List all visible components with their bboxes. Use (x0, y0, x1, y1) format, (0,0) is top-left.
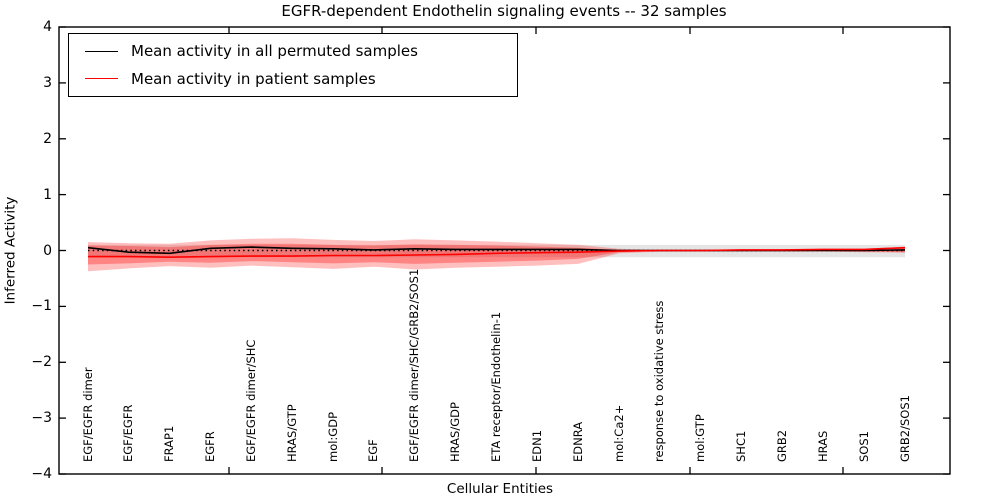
x-tick-label: HRAS/GDP (448, 402, 463, 462)
x-tick-label: ETA receptor/Endothelin-1 (489, 311, 503, 462)
y-tick-label: −1 (31, 298, 52, 315)
legend-entry-permuted: Mean activity in all permuted samples (69, 39, 517, 63)
chart-title: EGFR-dependent Endothelin signaling even… (281, 2, 727, 20)
y-tick-label: 2 (43, 130, 52, 147)
x-tick-label: EGFR (203, 431, 218, 462)
y-tick-label: −2 (31, 354, 52, 371)
x-tick-label: mol:GDP (325, 411, 340, 462)
x-tick-label: SOS1 (856, 431, 871, 462)
x-tick-label: EGF/EGFR dimer (80, 367, 95, 462)
legend-entry-patient: Mean activity in patient samples (69, 67, 517, 91)
legend-label: Mean activity in patient samples (131, 69, 376, 88)
x-tick-label: EDNRA (570, 421, 585, 462)
x-tick-label: mol:GTP (693, 414, 708, 462)
x-tick-label: FRAP1 (162, 425, 177, 462)
y-tick-label: 0 (43, 242, 52, 259)
x-tick-label: EGF/EGFR (121, 404, 136, 462)
y-tick-label: 4 (43, 19, 52, 35)
x-tick-label: GRB2 (774, 429, 789, 462)
y-tick-label: 3 (43, 74, 52, 91)
y-tick-label: 1 (43, 186, 52, 203)
x-tick-label: EDN1 (529, 429, 544, 462)
red-line-swatch-icon (85, 78, 118, 80)
x-tick-label: EGF (366, 439, 381, 462)
x-tick-label: HRAS/GTP (284, 404, 299, 462)
y-tick-label: −3 (31, 410, 52, 427)
x-tick-label: EGF/EGFR dimer/SHC/GRB2/SOS1 (407, 268, 422, 462)
x-tick-label: response to oxidative stress (652, 300, 667, 462)
legend-label: Mean activity in all permuted samples (131, 42, 418, 61)
y-tick-label: −4 (31, 466, 52, 482)
x-axis-label: Cellular Entities (446, 481, 554, 497)
x-tick-label: mol:Ca2+ (611, 404, 626, 462)
x-tick-label: EGF/EGFR dimer/SHC (243, 339, 258, 462)
x-tick-label: HRAS (815, 430, 830, 462)
legend-box: Mean activity in all permuted samples Me… (68, 33, 518, 97)
black-line-swatch-icon (85, 50, 118, 52)
x-tick-label: GRB2/SOS1 (897, 395, 912, 462)
x-tick-label: SHC1 (734, 430, 749, 462)
